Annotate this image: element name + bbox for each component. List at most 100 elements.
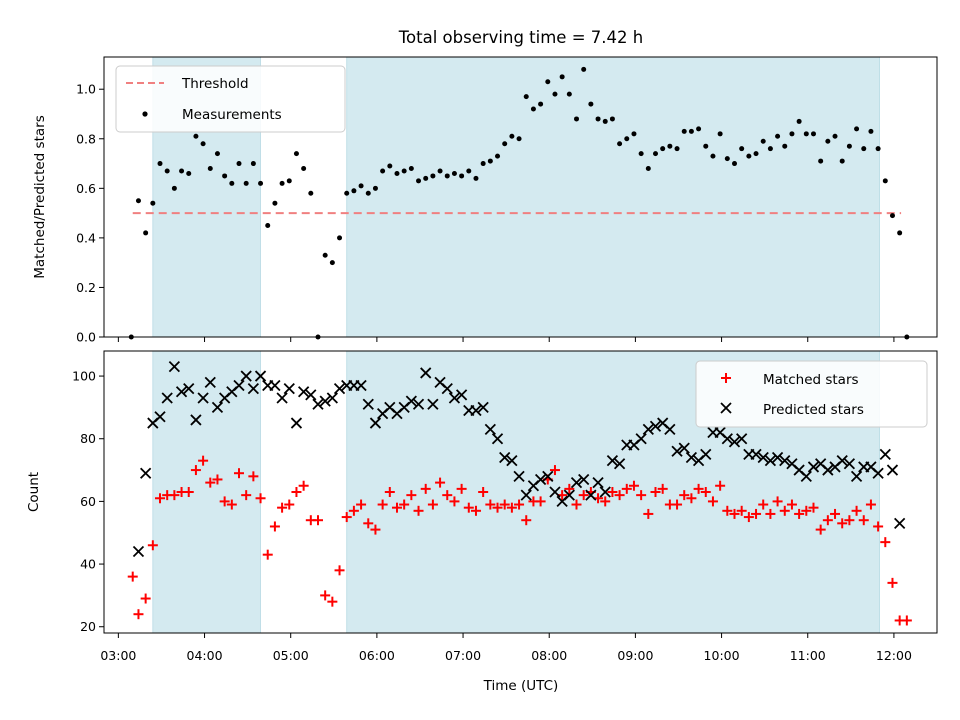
x-tick-label: 04:00 <box>187 648 223 663</box>
predicted-star-point <box>872 467 884 479</box>
predicted-star-point <box>190 414 202 426</box>
measurement-point <box>810 131 816 137</box>
measurement-point <box>308 190 314 196</box>
predicted-star-point <box>879 448 891 461</box>
measurement-point <box>559 74 565 80</box>
top-axes-frame <box>103 56 938 338</box>
predicted-star-point <box>779 455 791 467</box>
measurement-point <box>602 118 608 124</box>
predicted-star-point <box>894 517 906 529</box>
matched-star-point <box>614 490 625 501</box>
predicted-star-point <box>240 370 252 382</box>
y-tick-label: 20 <box>80 619 96 634</box>
matched-star-point <box>420 483 431 494</box>
bottom-axes-frame <box>103 350 938 634</box>
predicted-star-point <box>333 382 346 395</box>
predicted-star-point <box>700 448 712 461</box>
matched-star-point <box>147 540 158 551</box>
y-tick-label: 80 <box>80 431 96 446</box>
measurement-point <box>222 173 228 179</box>
y-tick-label: 0.8 <box>76 131 96 146</box>
x-tick-label: 05:00 <box>273 648 309 663</box>
predicted-star-point <box>563 489 575 501</box>
measurement-point <box>832 133 838 139</box>
matched-star-point <box>356 499 367 510</box>
matched-star-point <box>801 505 812 516</box>
top-legend-box <box>115 65 346 133</box>
measurement-point <box>207 166 213 172</box>
matched-star-point <box>743 512 754 523</box>
matched-star-point <box>284 499 295 510</box>
x-tick-label: 06:00 <box>359 648 395 663</box>
top-y-axis-label: Matched/Predicted stars <box>32 115 48 278</box>
measurement-point <box>329 260 335 266</box>
predicted-star-point <box>297 386 310 398</box>
measurement-point <box>746 153 752 159</box>
measurement-point <box>480 161 486 167</box>
measurement-point <box>365 190 371 196</box>
matched-star-point <box>327 596 338 607</box>
predicted-star-point <box>484 423 496 435</box>
predicted-star-point <box>822 464 834 476</box>
predicted-star-point <box>578 473 590 486</box>
matched-star-point <box>578 490 589 501</box>
measurement-point <box>717 131 723 137</box>
matched-star-point <box>155 493 166 504</box>
matched-star-point <box>535 496 546 507</box>
measurement-point <box>243 180 249 186</box>
matched-star-point <box>492 502 503 513</box>
x-tick-label: 12:00 <box>876 648 912 663</box>
measurement-point <box>258 180 264 186</box>
measurement-point <box>753 151 759 157</box>
predicted-star-point <box>606 455 619 467</box>
matched-star-point <box>370 524 381 535</box>
measurement-point <box>545 79 551 85</box>
measurement-point <box>581 66 587 72</box>
matched-star-point <box>248 471 259 482</box>
matched-star-point <box>391 502 402 513</box>
legend-predicted-label: Predicted stars <box>763 402 864 418</box>
measurement-point <box>466 168 472 174</box>
predicted-star-point <box>283 382 295 395</box>
shaded-interval <box>346 56 880 338</box>
measurement-point <box>731 161 737 167</box>
predicted-star-point <box>362 398 374 410</box>
measurement-point <box>473 175 479 181</box>
matched-star-point <box>241 490 252 501</box>
legend-predicted-swatch <box>720 402 732 414</box>
predicted-star-point <box>420 367 432 379</box>
matched-star-point <box>707 496 718 507</box>
matched-star-point <box>628 480 639 491</box>
measurement-point <box>667 143 673 149</box>
measurement-point <box>286 178 292 184</box>
matched-star-point <box>219 496 230 507</box>
predicted-star-point <box>197 392 209 404</box>
measurement-point <box>408 166 414 172</box>
measurement-point <box>889 213 895 219</box>
matched-star-point <box>679 490 690 501</box>
measurement-point <box>502 141 508 147</box>
measurement-point <box>796 118 802 124</box>
predicted-star-point <box>750 448 762 461</box>
y-tick-label: 0.6 <box>76 181 96 196</box>
matched-star-point <box>672 499 683 510</box>
matched-star-point <box>140 593 151 604</box>
legend-measurements-swatch <box>142 111 148 117</box>
matched-star-point <box>377 499 388 510</box>
predicted-star-point <box>168 361 181 373</box>
matched-star-point <box>715 480 726 491</box>
measurement-point <box>897 230 903 236</box>
measurement-point <box>293 151 299 157</box>
matched-star-point <box>456 483 467 494</box>
predicted-star-point <box>678 442 690 454</box>
measurement-point <box>236 161 242 167</box>
matched-star-point <box>384 487 395 497</box>
predicted-star-point <box>728 436 741 448</box>
predicted-star-point <box>850 470 863 482</box>
measurement-point <box>179 168 185 174</box>
matched-star-point <box>499 499 510 510</box>
x-tick-label: 09:00 <box>617 648 653 663</box>
measurement-point <box>552 91 558 97</box>
measurement-point <box>401 168 407 174</box>
measurement-point <box>344 190 350 196</box>
